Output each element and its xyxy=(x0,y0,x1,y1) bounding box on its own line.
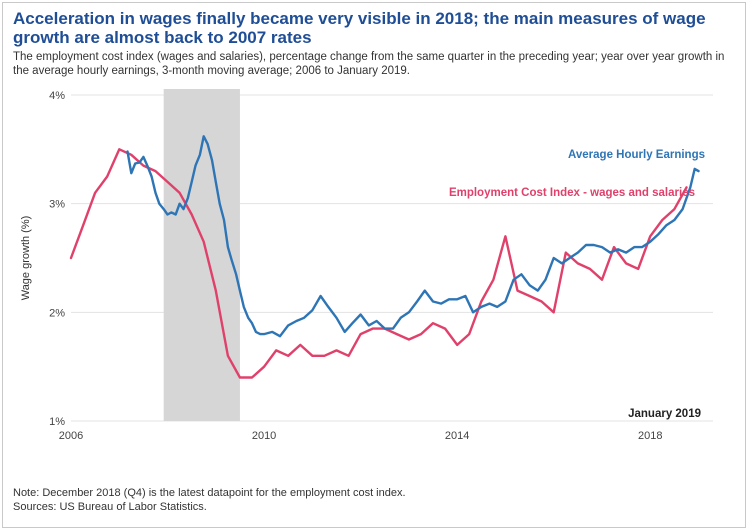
chart-title: Acceleration in wages finally became ver… xyxy=(13,9,706,47)
y-tick-label: 4% xyxy=(49,90,65,102)
series-lines xyxy=(69,135,700,379)
chart-footer: Note: December 2018 (Q4) is the latest d… xyxy=(13,486,743,514)
x-tick-label: 2018 xyxy=(638,430,662,442)
source-note: Sources: US Bureau of Labor Statistics. xyxy=(13,501,207,513)
y-axis-label: Wage growth (%) xyxy=(20,216,32,301)
series-label-employment-cost-index: Employment Cost Index - wages and salari… xyxy=(449,187,695,199)
x-tick-label: 2010 xyxy=(252,430,276,442)
recession-shading xyxy=(163,89,240,421)
series-line-employment-cost-index xyxy=(69,148,688,379)
line-chart: 1% 2% 3% 4% 2006 2010 2014 2018 Wage growth (%… xyxy=(20,89,713,442)
footnote: Note: December 2018 (Q4) is the latest d… xyxy=(13,487,406,499)
x-tick-label: 2006 xyxy=(59,430,83,442)
y-tick-label: 3% xyxy=(49,199,65,211)
x-tick-label: 2014 xyxy=(445,430,469,442)
series-label-average-hourly-earnings: Average Hourly Earnings xyxy=(568,149,705,161)
chart-subtitle: The employment cost index (wages and sal… xyxy=(13,51,725,77)
x-tick-labels: 2006 2010 2014 2018 xyxy=(59,430,663,442)
series-line-average-hourly-earnings xyxy=(126,135,700,338)
y-tick-label: 2% xyxy=(49,307,65,319)
annotation-january-2019: January 2019 xyxy=(628,408,701,420)
y-tick-label: 1% xyxy=(49,416,65,428)
y-tick-labels: 1% 2% 3% 4% xyxy=(49,90,65,428)
